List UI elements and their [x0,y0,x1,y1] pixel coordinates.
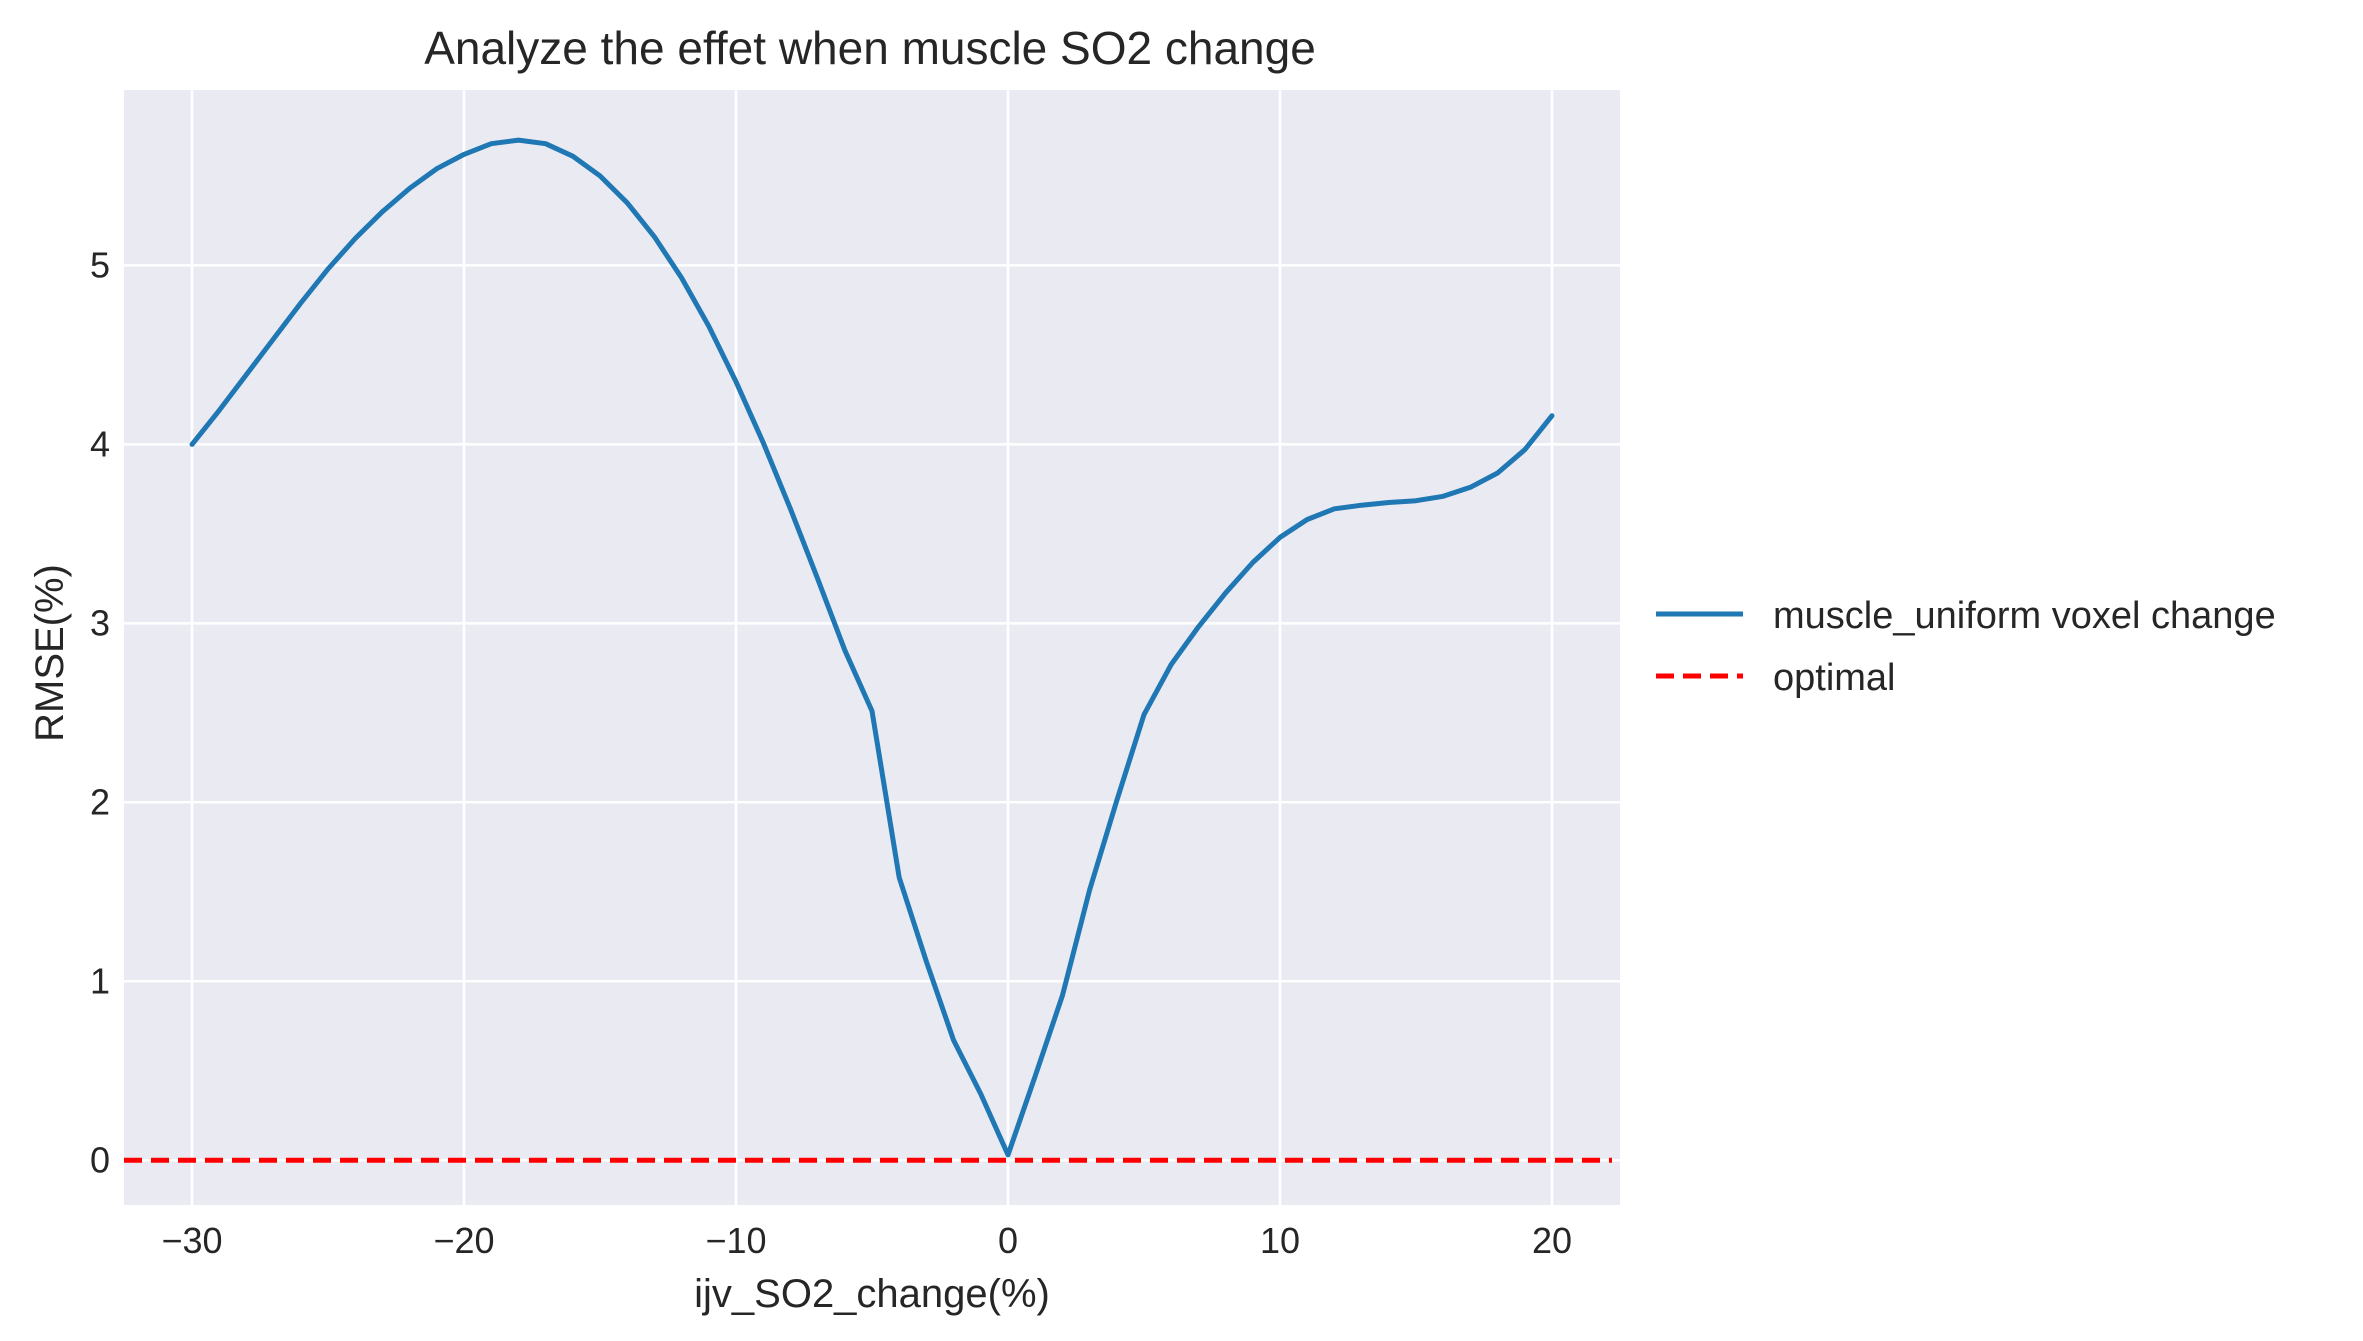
y-tick-label: 2 [90,781,110,822]
chart-title: Analyze the effet when muscle SO2 change [424,22,1316,74]
x-tick-label: 20 [1532,1220,1572,1261]
series-line-muscle-uniform [189,137,1555,1158]
y-tick-label: 1 [90,960,110,1001]
legend-label-optimal: optimal [1773,657,1896,699]
x-tick-label: −20 [433,1220,494,1261]
y-tick-label: 3 [90,602,110,643]
y-tick-label: 4 [90,423,110,464]
tick-labels: −30 −20 −10 0 10 20 0 1 2 3 4 5 [90,244,1572,1261]
y-tick-label: 5 [90,244,110,285]
x-axis-label: ijv_SO2_change(%) [694,1272,1050,1316]
y-tick-label: 0 [90,1139,110,1180]
legend-label-muscle-uniform: muscle_uniform voxel change [1773,595,2276,637]
y-axis-label: RMSE(%) [28,564,72,742]
x-tick-label: −30 [161,1220,222,1261]
x-tick-label: 10 [1260,1220,1300,1261]
x-tick-label: −10 [705,1220,766,1261]
series-layer [124,137,1612,1163]
legend: muscle_uniform voxel change optimal [1656,595,2276,699]
plot-area [124,90,1620,1205]
x-tick-label: 0 [998,1220,1018,1261]
